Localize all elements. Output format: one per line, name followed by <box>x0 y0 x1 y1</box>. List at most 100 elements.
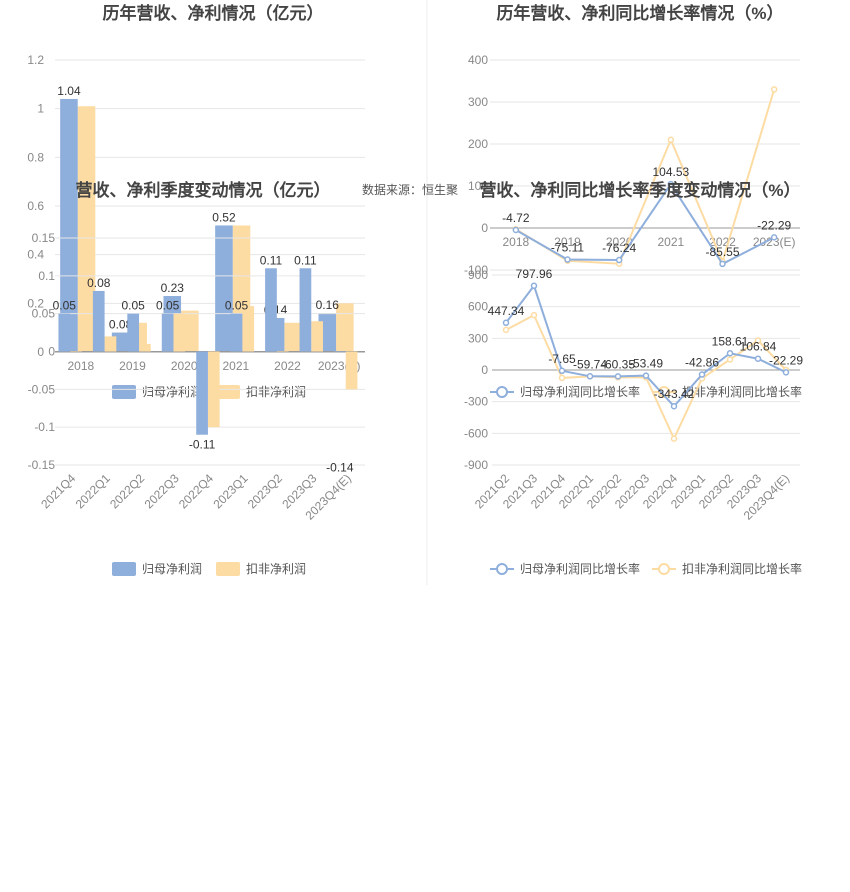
chart3-data-label: 0.05 <box>156 299 180 313</box>
chart3-ytick: 0.05 <box>32 307 56 321</box>
chart2-xtick: 2023(E) <box>753 235 796 249</box>
chart4-point-deducted-growth <box>530 311 538 319</box>
chart4-data-label: -343.42 <box>654 387 695 401</box>
chart1-bar-deducted-profit <box>77 106 96 352</box>
chart2-xtick: 2019 <box>554 235 581 249</box>
chart4-point-deducted-growth <box>670 435 678 442</box>
chart4-point-net-growth <box>782 369 790 376</box>
chart1-bar-deducted-profit <box>336 303 354 352</box>
chart3-bar-net-profit <box>265 268 277 352</box>
chart3-data-label: 0.05 <box>122 299 146 313</box>
chart1-bar-net-profit <box>215 225 233 352</box>
chart1-ytick: 0.8 <box>27 150 44 164</box>
chart4-data-label: 797.96 <box>516 267 553 281</box>
chart2-point-net-growth <box>770 234 778 241</box>
chart2-legend-label: 归母净利润同比增长率 <box>520 384 640 399</box>
chart1-data-label: 0.08 <box>109 318 133 332</box>
chart2-ytick: 200 <box>468 137 488 151</box>
chart4-legend-marker <box>658 563 670 575</box>
chart4-point-net-growth <box>754 355 762 362</box>
chart4-data-label: -60.35 <box>601 357 635 371</box>
chart2-data-label: -75.11 <box>551 241 584 255</box>
chart2-point-net-growth <box>667 180 675 188</box>
chart3-bar-deducted-profit <box>242 306 255 352</box>
chart2-legend-marker <box>658 386 670 398</box>
chart1-legend-swatch <box>216 385 240 399</box>
chart3-data-label: -0.11 <box>189 438 216 452</box>
chart4-legend-label: 归母净利润同比增长率 <box>520 561 640 576</box>
chart1-data-label: 0.52 <box>212 210 236 224</box>
chart2-line-net-growth <box>515 182 775 266</box>
chart1-bar-deducted-profit <box>181 310 199 352</box>
chart4-ytick: 0 <box>481 363 488 377</box>
chart4-ytick: -900 <box>464 458 488 472</box>
chart4-ytick: -300 <box>464 395 488 409</box>
chart2-point-net-growth <box>512 226 520 234</box>
chart4-point-net-growth <box>530 282 538 290</box>
chart1-ytick: 0.2 <box>27 296 44 310</box>
chart3-data-label: 0.08 <box>87 276 111 290</box>
chart1-ytick: 0.6 <box>27 199 44 213</box>
chart3-xtick: 2023Q2 <box>245 471 285 511</box>
chart4-data-label: -59.74 <box>573 357 607 371</box>
chart4-ytick: 300 <box>468 331 488 345</box>
chart4-legend-marker <box>496 563 508 575</box>
chart2-data-label: -85.55 <box>705 245 739 259</box>
chart4-point-deducted-growth <box>502 326 510 334</box>
chart1-xtick: 2019 <box>119 359 146 373</box>
chart3-bar-net-profit <box>127 313 140 352</box>
chart2-legend-label: 扣非净利润同比增长率 <box>682 384 802 399</box>
chart1-title: 历年营收、净利情况（亿元） <box>103 3 324 23</box>
chart1-bar-net-profit <box>60 98 78 352</box>
chart4-point-deducted-growth <box>754 337 762 344</box>
chart2-legend-marker <box>496 386 508 398</box>
chart1-data-label: 1.04 <box>57 84 81 98</box>
chart3-bar-net-profit <box>230 313 243 352</box>
chart4-point-net-growth <box>642 372 650 379</box>
chart2-title: 历年营收、净利同比增长率情况（%） <box>496 3 783 23</box>
chart4-data-label: -7.65 <box>548 352 576 366</box>
chart3-bar-deducted-profit <box>104 336 117 352</box>
chart1-xtick: 2021 <box>222 359 249 373</box>
chart4-point-deducted-growth <box>558 374 566 382</box>
chart3-data-label: 0.05 <box>53 299 77 313</box>
chart2-ytick: 100 <box>468 179 488 193</box>
chart3-bar-deducted-profit <box>311 321 323 352</box>
chart4-legend-label: 扣非净利润同比增长率 <box>682 561 802 576</box>
chart4-point-net-growth <box>614 373 622 380</box>
chart2-ytick: -100 <box>464 263 488 277</box>
chart3-xtick: 2023Q1 <box>210 471 250 511</box>
chart2-data-label: -22.29 <box>757 218 791 232</box>
chart1-ytick: 1 <box>37 102 44 116</box>
chart3-legend-label: 归母净利润 <box>142 562 202 576</box>
chart1-ytick: 1.2 <box>27 53 44 67</box>
chart2-ytick: 300 <box>468 95 488 109</box>
chart1-data-label: 0.23 <box>161 281 185 295</box>
source-note: 数据来源：恒生聚 <box>362 182 458 197</box>
chart1-xtick: 2020 <box>171 359 198 373</box>
chart3-bar-deducted-profit <box>207 351 220 428</box>
chart1-xtick: 2022 <box>274 359 301 373</box>
chart1-bar-deducted-profit <box>284 322 302 352</box>
chart3-data-label: 0.05 <box>225 299 249 313</box>
chart3-title: 营收、净利季度变动情况（亿元） <box>76 180 331 200</box>
chart4-ytick: -600 <box>464 426 488 440</box>
chart3-legend-label: 扣非净利润 <box>246 562 306 576</box>
chart4-point-net-growth <box>558 367 566 375</box>
chart2-point-deducted-growth <box>770 86 778 93</box>
chart3-data-label: 0.11 <box>294 253 317 267</box>
chart3-bar-net-profit <box>92 290 105 352</box>
chart3-bar-net-profit <box>299 268 312 352</box>
chart3-ytick: -0.05 <box>28 382 56 396</box>
chart4-data-label: -22.29 <box>769 353 803 367</box>
chart3-legend-swatch <box>112 562 136 576</box>
chart3-data-label: -0.14 <box>326 460 354 474</box>
chart2-xtick: 2018 <box>502 235 529 249</box>
chart4-data-label: -53.49 <box>629 357 663 371</box>
chart2-data-label: -76.24 <box>602 241 636 255</box>
chart3-bar-deducted-profit <box>276 351 289 352</box>
chart3-xtick: 2022Q3 <box>142 471 182 511</box>
chart4-point-net-growth <box>502 319 510 327</box>
chart4-point-net-growth <box>726 350 734 357</box>
